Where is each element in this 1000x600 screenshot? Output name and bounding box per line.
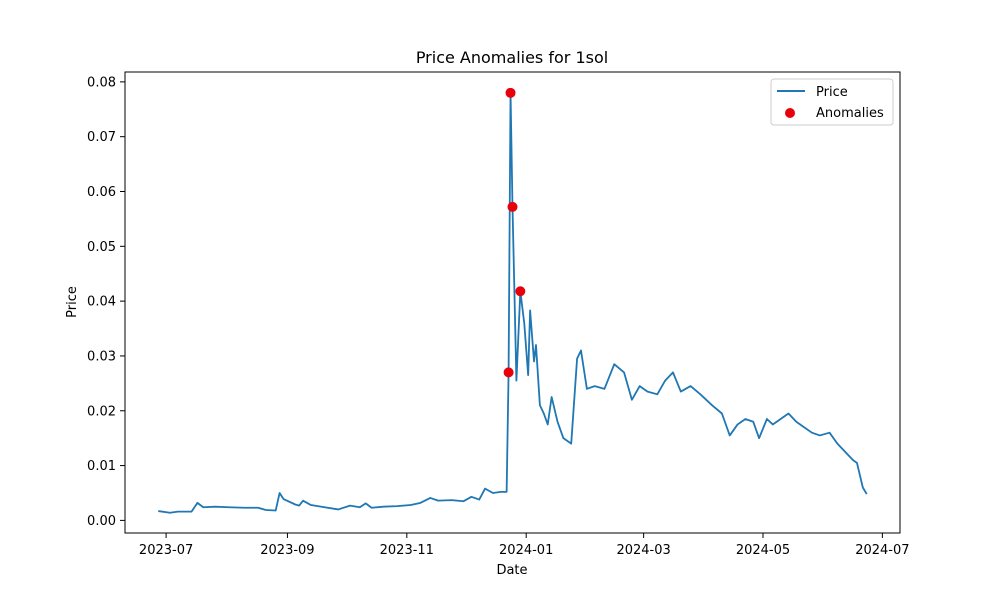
y-tick-label: 0.05 <box>87 240 116 255</box>
x-tick-label: 2024-05 <box>736 543 790 558</box>
anomaly-point <box>515 286 526 297</box>
y-tick-label: 0.06 <box>87 185 116 200</box>
y-tick-label: 0.02 <box>87 404 116 419</box>
price-series-line <box>158 91 868 514</box>
x-tick-label: 2023-11 <box>380 543 434 558</box>
x-tick-label: 2024-01 <box>499 543 553 558</box>
x-tick-label: 2023-09 <box>260 543 314 558</box>
anomaly-point <box>507 201 518 212</box>
x-axis-label: Date <box>496 563 527 578</box>
plot-frame <box>124 71 901 534</box>
y-tick-label: 0.01 <box>87 459 116 474</box>
axes: 2023-07 2023-09 2023-11 2024-01 2024-03 2024-… <box>87 75 910 558</box>
y-tick-label: 0.03 <box>87 349 116 364</box>
y-tick-label: 0.04 <box>87 295 116 310</box>
y-axis-label: Price <box>65 286 80 318</box>
y-tick-label: 0.07 <box>87 130 116 145</box>
legend-anomalies-marker-swatch <box>785 108 795 118</box>
x-tick-label: 2024-07 <box>855 543 909 558</box>
legend-anomalies-label: Anomalies <box>816 106 884 121</box>
anomaly-point <box>505 87 516 98</box>
x-tick-label: 2023-07 <box>139 543 193 558</box>
legend-price-label: Price <box>816 85 848 100</box>
x-tick-label: 2024-03 <box>616 543 670 558</box>
plot-area <box>158 87 868 514</box>
y-tick-label: 0.08 <box>87 75 116 90</box>
anomaly-point <box>503 367 514 378</box>
legend: Price Anomalies <box>770 78 894 126</box>
chart-title: Price Anomalies for 1sol <box>416 48 608 67</box>
y-tick-label: 0.00 <box>87 514 116 529</box>
